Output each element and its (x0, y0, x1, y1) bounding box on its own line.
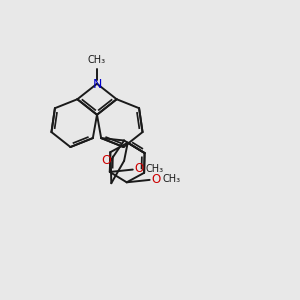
Text: O: O (134, 163, 143, 176)
Text: CH₃: CH₃ (162, 174, 180, 184)
Text: CH₃: CH₃ (88, 55, 106, 64)
Text: CH₃: CH₃ (145, 164, 163, 174)
Text: O: O (101, 154, 111, 167)
Text: N: N (92, 77, 102, 91)
Text: O: O (151, 173, 160, 186)
